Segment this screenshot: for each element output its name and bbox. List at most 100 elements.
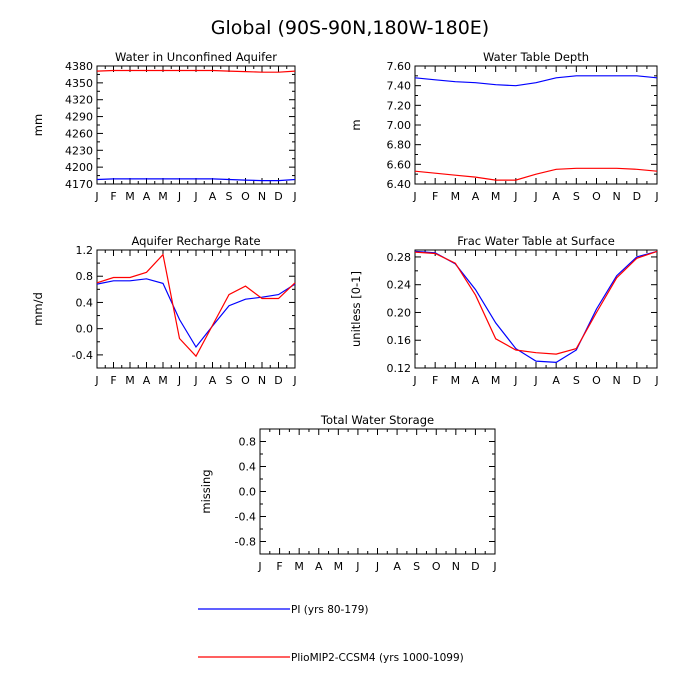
x-tick-label: S	[226, 190, 233, 203]
y-tick-label: 0.20	[387, 306, 412, 319]
x-tick-label: D	[274, 190, 282, 203]
x-tick-label: A	[143, 190, 151, 203]
y-axis-label: missing	[199, 469, 213, 513]
x-tick-label: J	[513, 374, 517, 387]
x-tick-label: J	[375, 560, 379, 573]
y-tick-label: 6.60	[387, 158, 412, 171]
x-tick-label: M	[125, 190, 135, 203]
plot-frame	[259, 428, 496, 555]
panel-title: Total Water Storage	[320, 413, 434, 427]
y-tick-label: 6.40	[387, 178, 412, 191]
y-axis-label: unitless [0-1]	[349, 271, 363, 347]
x-tick-label: F	[110, 190, 116, 203]
x-tick-label: A	[315, 560, 323, 573]
x-tick-label: N	[613, 374, 621, 387]
x-tick-label: D	[274, 374, 282, 387]
x-tick-label: J	[292, 374, 296, 387]
y-tick-label: 4200	[65, 161, 93, 174]
x-tick-label: J	[292, 190, 296, 203]
series-line-pi	[96, 278, 296, 349]
plot-frame	[414, 65, 658, 185]
x-tick-label: A	[552, 374, 560, 387]
y-tick-label: 4260	[65, 127, 93, 140]
x-tick-label: M	[491, 190, 501, 203]
series-line-pi	[96, 178, 296, 182]
x-tick-label: F	[276, 560, 282, 573]
x-tick-label: O	[241, 190, 250, 203]
y-tick-label: -0.4	[72, 349, 93, 362]
y-tick-label: 0.28	[387, 251, 412, 264]
panel-title: Water Table Depth	[483, 50, 589, 64]
x-tick-label: O	[241, 374, 250, 387]
x-tick-label: N	[258, 374, 266, 387]
y-tick-label: 0.4	[76, 296, 94, 309]
x-tick-label: J	[412, 190, 416, 203]
x-tick-label: A	[209, 190, 217, 203]
x-tick-label: M	[158, 374, 168, 387]
x-tick-label: A	[143, 374, 151, 387]
panel-title: Water in Unconfined Aquifer	[115, 50, 277, 64]
x-tick-label: M	[491, 374, 501, 387]
x-tick-label: M	[334, 560, 344, 573]
series-line-pi	[414, 75, 658, 87]
x-tick-label: J	[533, 374, 537, 387]
x-tick-label: J	[355, 560, 359, 573]
x-tick-label: J	[94, 190, 98, 203]
x-tick-label: D	[633, 374, 641, 387]
x-tick-label: J	[94, 374, 98, 387]
x-tick-label: S	[226, 374, 233, 387]
legend-label: PI (yrs 80-179)	[291, 604, 369, 616]
panel-title: Aquifer Recharge Rate	[131, 234, 260, 248]
plot-frame	[96, 249, 296, 369]
x-tick-label: O	[592, 374, 601, 387]
x-tick-label: M	[451, 190, 461, 203]
y-tick-label: 0.8	[239, 436, 257, 449]
y-tick-label: -0.4	[235, 511, 256, 524]
x-tick-label: S	[573, 374, 580, 387]
x-tick-label: J	[257, 560, 261, 573]
x-tick-label: N	[613, 190, 621, 203]
y-tick-label: 4290	[65, 111, 93, 124]
x-tick-label: J	[513, 190, 517, 203]
x-tick-label: F	[432, 374, 438, 387]
x-tick-label: F	[432, 190, 438, 203]
plot-frame	[96, 65, 296, 185]
panel-title: Frac Water Table at Surface	[457, 234, 615, 248]
y-tick-label: 0.0	[239, 486, 257, 499]
y-tick-label: 1.2	[76, 244, 94, 257]
x-tick-label: J	[654, 190, 658, 203]
y-tick-label: 4170	[65, 178, 93, 191]
series-line-pliomip2	[414, 250, 658, 355]
x-tick-label: O	[432, 560, 441, 573]
x-tick-label: M	[125, 374, 135, 387]
x-tick-label: M	[451, 374, 461, 387]
series-line-pliomip2	[96, 69, 296, 73]
x-tick-label: J	[177, 374, 181, 387]
x-tick-label: M	[294, 560, 304, 573]
y-tick-label: 4380	[65, 60, 93, 73]
x-tick-label: J	[533, 190, 537, 203]
x-tick-label: J	[193, 190, 197, 203]
x-tick-label: N	[258, 190, 266, 203]
x-tick-label: J	[492, 560, 496, 573]
x-tick-label: S	[573, 190, 580, 203]
x-tick-label: O	[592, 190, 601, 203]
y-tick-label: 0.8	[76, 270, 94, 283]
y-axis-label: mm	[31, 114, 45, 136]
x-tick-label: A	[552, 190, 560, 203]
x-tick-label: J	[193, 374, 197, 387]
y-tick-label: 4230	[65, 144, 93, 157]
y-tick-label: 4350	[65, 77, 93, 90]
y-tick-label: 6.80	[387, 139, 412, 152]
y-tick-label: 0.16	[387, 334, 412, 347]
y-tick-label: 7.60	[387, 60, 412, 73]
y-tick-label: 7.40	[387, 80, 412, 93]
y-tick-label: -0.8	[235, 536, 256, 549]
y-axis-label: m	[349, 119, 363, 130]
x-tick-label: A	[209, 374, 217, 387]
legend: PI (yrs 80-179) PlioMIP2-CCSM4 (yrs 1000-…	[198, 604, 464, 664]
